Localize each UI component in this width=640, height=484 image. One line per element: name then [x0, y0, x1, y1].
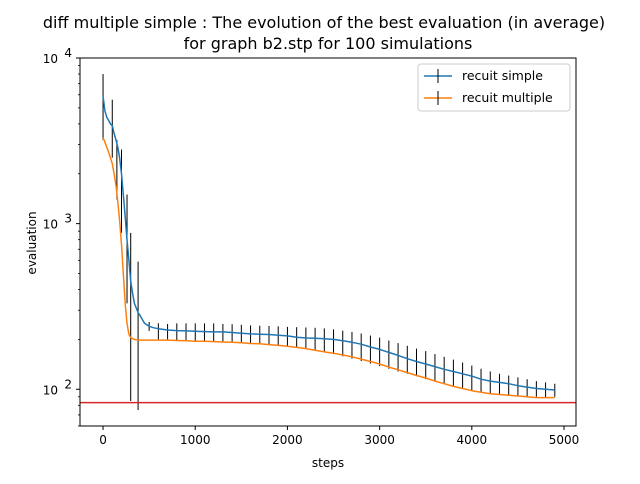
legend-item-recuit-simple: recuit simple: [424, 68, 543, 83]
series-line-recuit-simple: [102, 95, 555, 391]
y-tick-label-exponent: 3: [64, 212, 72, 226]
legend-label-recuit-simple: recuit simple: [462, 68, 543, 83]
x-tick-label: 2000: [272, 433, 303, 447]
axes-frame: [79, 57, 577, 427]
legend-label-recuit-multiple: recuit multiple: [462, 90, 553, 105]
chart-title-line1: diff multiple simple : The evolution of …: [43, 13, 605, 32]
chart-title-line2: for graph b2.stp for 100 simulations: [184, 34, 473, 53]
legend-box: [417, 63, 571, 112]
y-tick-label-exponent: 4: [64, 46, 72, 60]
x-tick-label: 5000: [549, 433, 580, 447]
x-axis-label: steps: [312, 456, 344, 470]
x-tick-label: 4000: [457, 433, 488, 447]
plot-content: [80, 74, 576, 410]
series-line-recuit-multiple: [102, 137, 555, 399]
legend-item-recuit-multiple: recuit multiple: [424, 90, 553, 105]
axes: 0 1000 2000 3000 4000 5000 10 2 10 3 10 4: [43, 46, 580, 447]
legend: recuit simple recuit multiple: [417, 63, 571, 112]
y-tick-label: 10: [43, 383, 58, 397]
y-tick-label: 10: [43, 218, 58, 232]
x-tick-label: 1000: [180, 433, 211, 447]
plot-area: [80, 74, 576, 410]
x-tick-label: 3000: [364, 433, 395, 447]
y-axis-label: evaluation: [25, 211, 39, 274]
y-tick-label: 10: [43, 52, 58, 66]
y-tick-label-exponent: 2: [64, 377, 72, 391]
x-tick-label: 0: [99, 433, 107, 447]
